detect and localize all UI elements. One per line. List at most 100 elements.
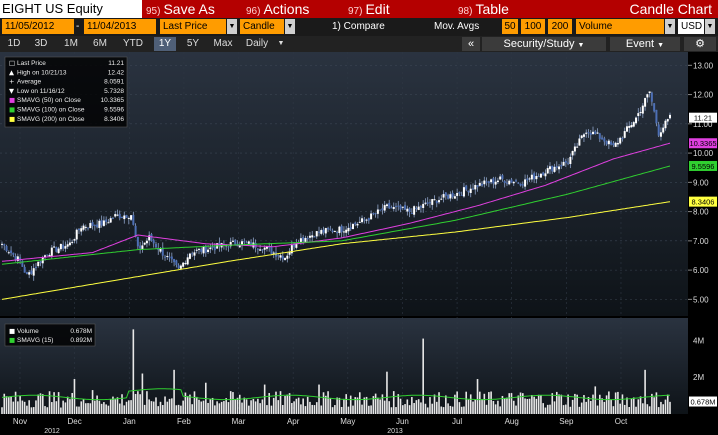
gear-icon[interactable]: ⚙: [684, 37, 716, 51]
volume-bar: [322, 392, 325, 414]
candle-body: [519, 183, 522, 186]
candle-body: [499, 176, 502, 180]
candle-body: [587, 132, 590, 134]
ma-period-1[interactable]: 50: [502, 19, 518, 34]
chart-style-dropdown[interactable]: ▼: [285, 19, 295, 34]
candle-body: [256, 248, 259, 250]
mov-avgs-label: Mov. Avgs: [434, 21, 480, 32]
candle-body: [639, 111, 642, 113]
volume-bar: [141, 373, 144, 414]
volume-bar: [646, 404, 649, 414]
chevron-down-icon: ▼: [657, 42, 665, 49]
legend-value: 5.7328: [104, 88, 124, 95]
volume-bar: [619, 403, 621, 414]
volume-bar: [485, 404, 488, 414]
price-field-dropdown[interactable]: ▼: [227, 19, 237, 34]
candle-body: [116, 214, 119, 216]
volume-bar: [207, 402, 209, 414]
lower-study-dropdown[interactable]: ▼: [665, 19, 675, 34]
security-study-button[interactable]: Security/Study ▼: [482, 37, 606, 51]
period-ytd[interactable]: YTD: [123, 38, 143, 49]
volume-bar: [21, 400, 24, 414]
candle-body: [625, 126, 628, 132]
candle-body: [261, 249, 264, 251]
volume-bar: [438, 392, 440, 414]
period-5y[interactable]: 5Y: [186, 38, 200, 49]
legend-value: 12.42: [108, 69, 125, 76]
volume-bar: [476, 379, 479, 414]
candle-body: [406, 208, 409, 212]
ma-period-2[interactable]: 100: [521, 19, 545, 34]
frequency-select[interactable]: Daily: [245, 38, 269, 49]
compare-button[interactable]: 1) Compare: [332, 21, 385, 32]
price-chart[interactable]: 5.00 6.00 7.00 8.00 9.00 10.00 11.00 12.00 13.00…: [0, 52, 718, 435]
volume-bar: [440, 406, 443, 414]
candle-body: [114, 214, 117, 217]
period-1y[interactable]: 1Y: [154, 37, 176, 51]
volume-bar: [637, 399, 640, 414]
security-ticker-field[interactable]: EIGHT US Equity: [0, 0, 142, 18]
period-6m[interactable]: 6M: [93, 38, 107, 49]
volume-badge-label: 0.678M: [690, 398, 715, 407]
volume-bar: [451, 406, 454, 414]
candle-body: [603, 138, 606, 142]
volume-bar: [250, 400, 252, 414]
period-1m[interactable]: 1M: [64, 38, 78, 49]
collapse-button[interactable]: «: [462, 37, 480, 51]
candle-body: [281, 255, 284, 260]
save-as-menu[interactable]: 95) Save As: [146, 0, 215, 18]
candle-body: [3, 244, 6, 246]
candle-body: [318, 231, 321, 233]
volume-bar: [291, 403, 293, 414]
volume-bar: [639, 396, 642, 414]
volume-bar: [116, 397, 119, 414]
candle-body: [560, 164, 563, 167]
end-date-field[interactable]: 11/04/2013: [84, 19, 156, 34]
volume-bar: [166, 401, 169, 414]
candle-body: [89, 223, 92, 229]
start-date-field[interactable]: 11/05/2012: [2, 19, 74, 34]
candle-body: [19, 257, 22, 261]
candle-body: [84, 226, 87, 228]
currency-select[interactable]: USD: [678, 19, 704, 34]
candle-body: [605, 141, 608, 145]
candle-body: [426, 202, 429, 204]
period-3d[interactable]: 3D: [34, 38, 48, 49]
event-button[interactable]: Event ▼: [610, 37, 680, 51]
volume-bar: [202, 400, 205, 414]
candle-body: [530, 174, 533, 180]
volume-bar: [574, 393, 576, 414]
candle-body: [200, 248, 203, 252]
candle-body: [410, 212, 413, 214]
candle-body: [469, 188, 472, 193]
price-field-select[interactable]: Last Price: [160, 19, 226, 34]
candle-body: [537, 176, 540, 178]
candle-body: [632, 122, 635, 127]
volume-bar: [214, 405, 216, 414]
period-max[interactable]: Max: [213, 38, 233, 49]
chevron-down-icon[interactable]: ▼: [277, 40, 285, 47]
chart-style-select[interactable]: Candle: [240, 19, 284, 34]
period-1d[interactable]: 1D: [7, 38, 21, 49]
volume-bar: [1, 407, 3, 414]
volume-bar: [549, 404, 551, 414]
candle-body: [290, 245, 293, 254]
candle-body: [30, 270, 33, 274]
volume-bar: [73, 379, 76, 414]
candle-body: [209, 247, 212, 250]
volume-bar: [343, 398, 345, 414]
candle-body: [64, 246, 67, 249]
volume-bar: [431, 403, 434, 414]
candle-body: [444, 192, 447, 196]
volume-bar: [664, 399, 667, 414]
ma-period-3[interactable]: 200: [548, 19, 572, 34]
candle-body: [284, 258, 287, 260]
currency-dropdown[interactable]: ▼: [705, 19, 715, 34]
edit-menu[interactable]: 97) Edit: [348, 0, 390, 18]
volume-bar: [603, 401, 606, 414]
volume-bar: [257, 398, 259, 414]
actions-menu[interactable]: 96) Actions: [246, 0, 309, 18]
lower-study-select[interactable]: Volume: [576, 19, 664, 34]
table-menu[interactable]: 98) Table: [458, 0, 509, 18]
candle-body: [170, 256, 173, 260]
